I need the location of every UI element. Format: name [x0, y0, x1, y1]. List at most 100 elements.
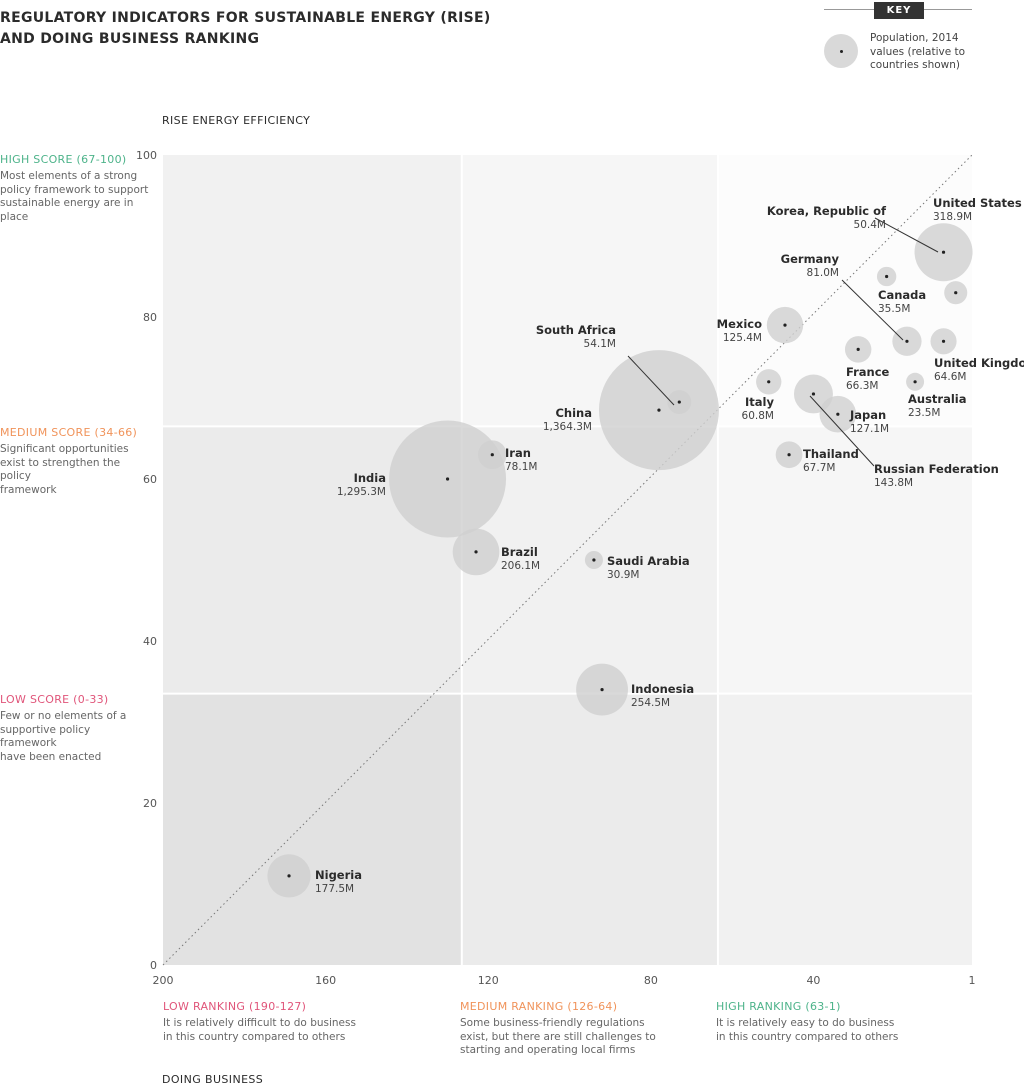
- population-label: 23.5M: [908, 407, 940, 419]
- bubble-center-dot: [445, 477, 450, 481]
- desc-line: supportive policy framework: [0, 723, 91, 750]
- score-high-label: HIGH SCORE (67-100): [0, 153, 127, 166]
- y-tick-label: 80: [143, 311, 157, 324]
- y-tick-label: 60: [143, 473, 157, 486]
- x-tick-label: 120: [478, 974, 499, 987]
- bubble-center-dot: [913, 380, 917, 384]
- diagonal-reference-line: [162, 154, 973, 966]
- country-label: South Africa: [536, 323, 616, 337]
- quadrant-cell: [717, 693, 972, 965]
- x-axis-title: DOING BUSINESS: [162, 1073, 264, 1086]
- leader-line: [841, 279, 904, 341]
- bubble-center-dot: [783, 323, 787, 327]
- desc-line: exist to strengthen the policy: [0, 456, 121, 483]
- y-tick-label: 20: [143, 797, 157, 810]
- score-medium-description: Significant opportunities exist to stren…: [0, 443, 150, 497]
- bubble-center-dot: [677, 400, 681, 404]
- key-label: KEY: [874, 2, 924, 19]
- bubble-center-dot: [941, 250, 946, 254]
- quadrant-cell: [461, 693, 718, 965]
- score-low-description: Few or no elements of a supportive polic…: [0, 710, 150, 764]
- bubble-center-dot: [767, 380, 771, 384]
- desc-line: starting and operating local firms: [460, 1044, 636, 1056]
- ranking-low-description: It is relatively difficult to do busines…: [163, 1017, 393, 1044]
- score-high: HIGH SCORE (67-100) Most elements of a s…: [0, 153, 150, 224]
- leader-line: [809, 395, 875, 467]
- x-tick-label: 40: [806, 974, 820, 987]
- country-label: Mexico: [717, 317, 762, 331]
- country-label: Russian Federation: [874, 462, 999, 476]
- country-label: France: [846, 365, 890, 379]
- population-label: 67.7M: [803, 462, 835, 474]
- desc-line: Few or no elements of a: [0, 710, 127, 722]
- desc-line: policy framework to support: [0, 183, 149, 196]
- population-label: 78.1M: [505, 461, 537, 473]
- desc-line: framework: [0, 483, 57, 496]
- title-line-1: REGULATORY INDICATORS FOR SUSTAINABLE EN…: [0, 10, 491, 26]
- x-tick-label: 80: [644, 974, 658, 987]
- x-tick-label: 200: [153, 974, 174, 987]
- country-label: Italy: [745, 395, 774, 409]
- population-label: 54.1M: [584, 338, 616, 350]
- ranking-low-label: LOW RANKING (190-127): [163, 1000, 307, 1013]
- bubble-center-dot: [474, 550, 478, 554]
- country-label: United States: [933, 196, 1022, 210]
- population-label: 177.5M: [315, 883, 354, 895]
- quadrant-cell: [163, 693, 462, 965]
- quadrant-cell: [717, 426, 972, 694]
- score-low-label: LOW SCORE (0-33): [0, 693, 109, 706]
- country-label: Indonesia: [631, 682, 694, 696]
- population-label: 30.9M: [607, 569, 639, 581]
- country-label: Brazil: [501, 545, 538, 559]
- y-tick-label: 40: [143, 635, 157, 648]
- desc-line: It is relatively easy to do business: [716, 1017, 895, 1029]
- y-axis-title: RISE ENERGY EFFICIENCY: [162, 114, 311, 127]
- key-bubble-icon: [824, 34, 858, 68]
- country-label: Australia: [908, 392, 967, 406]
- desc-line: have been enacted: [0, 750, 102, 763]
- desc-line: Some business-friendly regulations: [460, 1017, 645, 1029]
- y-tick-label: 100: [136, 149, 157, 162]
- population-label: 1,364.3M: [543, 421, 592, 433]
- title-line-2: AND DOING BUSINESS RANKING: [0, 31, 260, 47]
- key-dot: [839, 49, 843, 53]
- bubble-center-dot: [856, 347, 860, 351]
- country-label: Korea, Republic of: [767, 204, 887, 218]
- population-label: 1,295.3M: [337, 486, 386, 498]
- population-label: 81.0M: [807, 267, 839, 279]
- country-label: Canada: [878, 288, 926, 302]
- ranking-low: LOW RANKING (190-127) It is relatively d…: [163, 1000, 393, 1044]
- y-tick-label: 0: [150, 959, 157, 972]
- desc-line: exist, but there are still challenges to: [460, 1030, 656, 1043]
- key-text-line: Population, 2014: [870, 32, 959, 44]
- country-label: Japan: [849, 408, 886, 422]
- leader-line: [627, 355, 675, 406]
- bubble-center-dot: [787, 453, 791, 457]
- bubble-center-dot: [490, 453, 494, 457]
- bubble-center-dot: [954, 291, 958, 295]
- ranking-high-label: HIGH RANKING (63-1): [716, 1000, 841, 1013]
- population-label: 143.8M: [874, 477, 913, 489]
- ranking-medium-description: Some business-friendly regulations exist…: [460, 1017, 690, 1058]
- desc-line: in this country compared to others: [716, 1030, 899, 1043]
- key-description: Population, 2014 values (relative to cou…: [870, 32, 980, 73]
- population-label: 127.1M: [850, 423, 889, 435]
- quadrant-cell: [163, 155, 462, 427]
- ranking-high: HIGH RANKING (63-1) It is relatively eas…: [716, 1000, 946, 1044]
- ranking-medium: MEDIUM RANKING (126-64) Some business-fr…: [460, 1000, 690, 1058]
- leader-line: [874, 217, 939, 253]
- bubble-center-dot: [592, 558, 596, 562]
- bubble-center-dot: [811, 392, 816, 396]
- score-medium-label: MEDIUM SCORE (34-66): [0, 426, 138, 439]
- desc-line: Significant opportunities: [0, 443, 129, 455]
- score-low: LOW SCORE (0-33) Few or no elements of a…: [0, 693, 150, 764]
- population-label: 35.5M: [878, 303, 910, 315]
- x-tick-label: 160: [315, 974, 336, 987]
- score-high-description: Most elements of a strong policy framewo…: [0, 170, 150, 224]
- country-label: India: [354, 471, 386, 485]
- population-label: 66.3M: [846, 380, 878, 392]
- country-label: China: [555, 406, 592, 420]
- population-label: 206.1M: [501, 560, 540, 572]
- population-label: 64.6M: [934, 371, 966, 383]
